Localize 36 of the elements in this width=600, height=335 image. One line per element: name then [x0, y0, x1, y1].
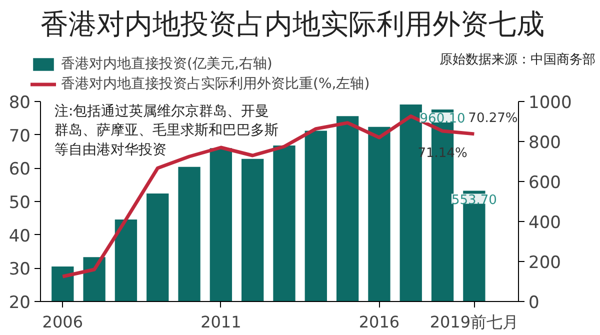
bar: [178, 166, 200, 302]
legend-label: 香港对内地直接投资占实际利用外资比重(%,左轴): [61, 75, 370, 93]
data-label: 960.10: [420, 111, 466, 126]
data-label: 553.70: [451, 192, 497, 208]
bar: [304, 130, 327, 302]
bar: [273, 146, 296, 302]
bar: [146, 194, 169, 302]
bar: [242, 158, 264, 302]
annotation: 注:包括通过英属维尔京群岛、开曼群岛、萨摩亚、毛里求斯和巴巴多斯等自由港对华投资: [54, 104, 278, 158]
text: 原始数据来源：中国商务部: [440, 52, 596, 68]
y-tick-label: 50: [8, 193, 31, 213]
bar: [210, 148, 232, 302]
x-tick-label: 2016: [358, 312, 400, 332]
y-tick-label: 20: [8, 293, 31, 313]
y2-tick-label: 600: [528, 173, 561, 193]
y2-tick-label: 0: [528, 293, 540, 313]
legend-label: 香港对内地直接投资(亿美元,右轴): [61, 55, 272, 73]
x-tick-label: 2019前七月: [430, 312, 519, 332]
y-tick-label: 30: [8, 260, 31, 280]
y2-tick-label: 1000: [528, 93, 572, 113]
y2-tick-label: 200: [528, 253, 561, 273]
bar: [114, 220, 138, 302]
y2-tick-label: 800: [528, 133, 561, 153]
bar: [336, 116, 359, 302]
y-tick-label: 80: [8, 93, 31, 113]
bar: [52, 266, 74, 302]
y2-tick-label: 400: [528, 213, 561, 233]
data-label: 70.27%: [468, 110, 518, 126]
x-tick-label: 2011: [200, 312, 242, 332]
y-tick-label: 40: [8, 226, 31, 246]
x-tick-label: 2006: [42, 312, 84, 332]
bar: [368, 126, 390, 302]
y-tick-label: 60: [8, 160, 31, 180]
y-tick-label: 70: [8, 126, 31, 146]
bar: [83, 257, 106, 302]
chart-title: 香港对内地投资占内地实际利用外资七成: [40, 8, 544, 40]
